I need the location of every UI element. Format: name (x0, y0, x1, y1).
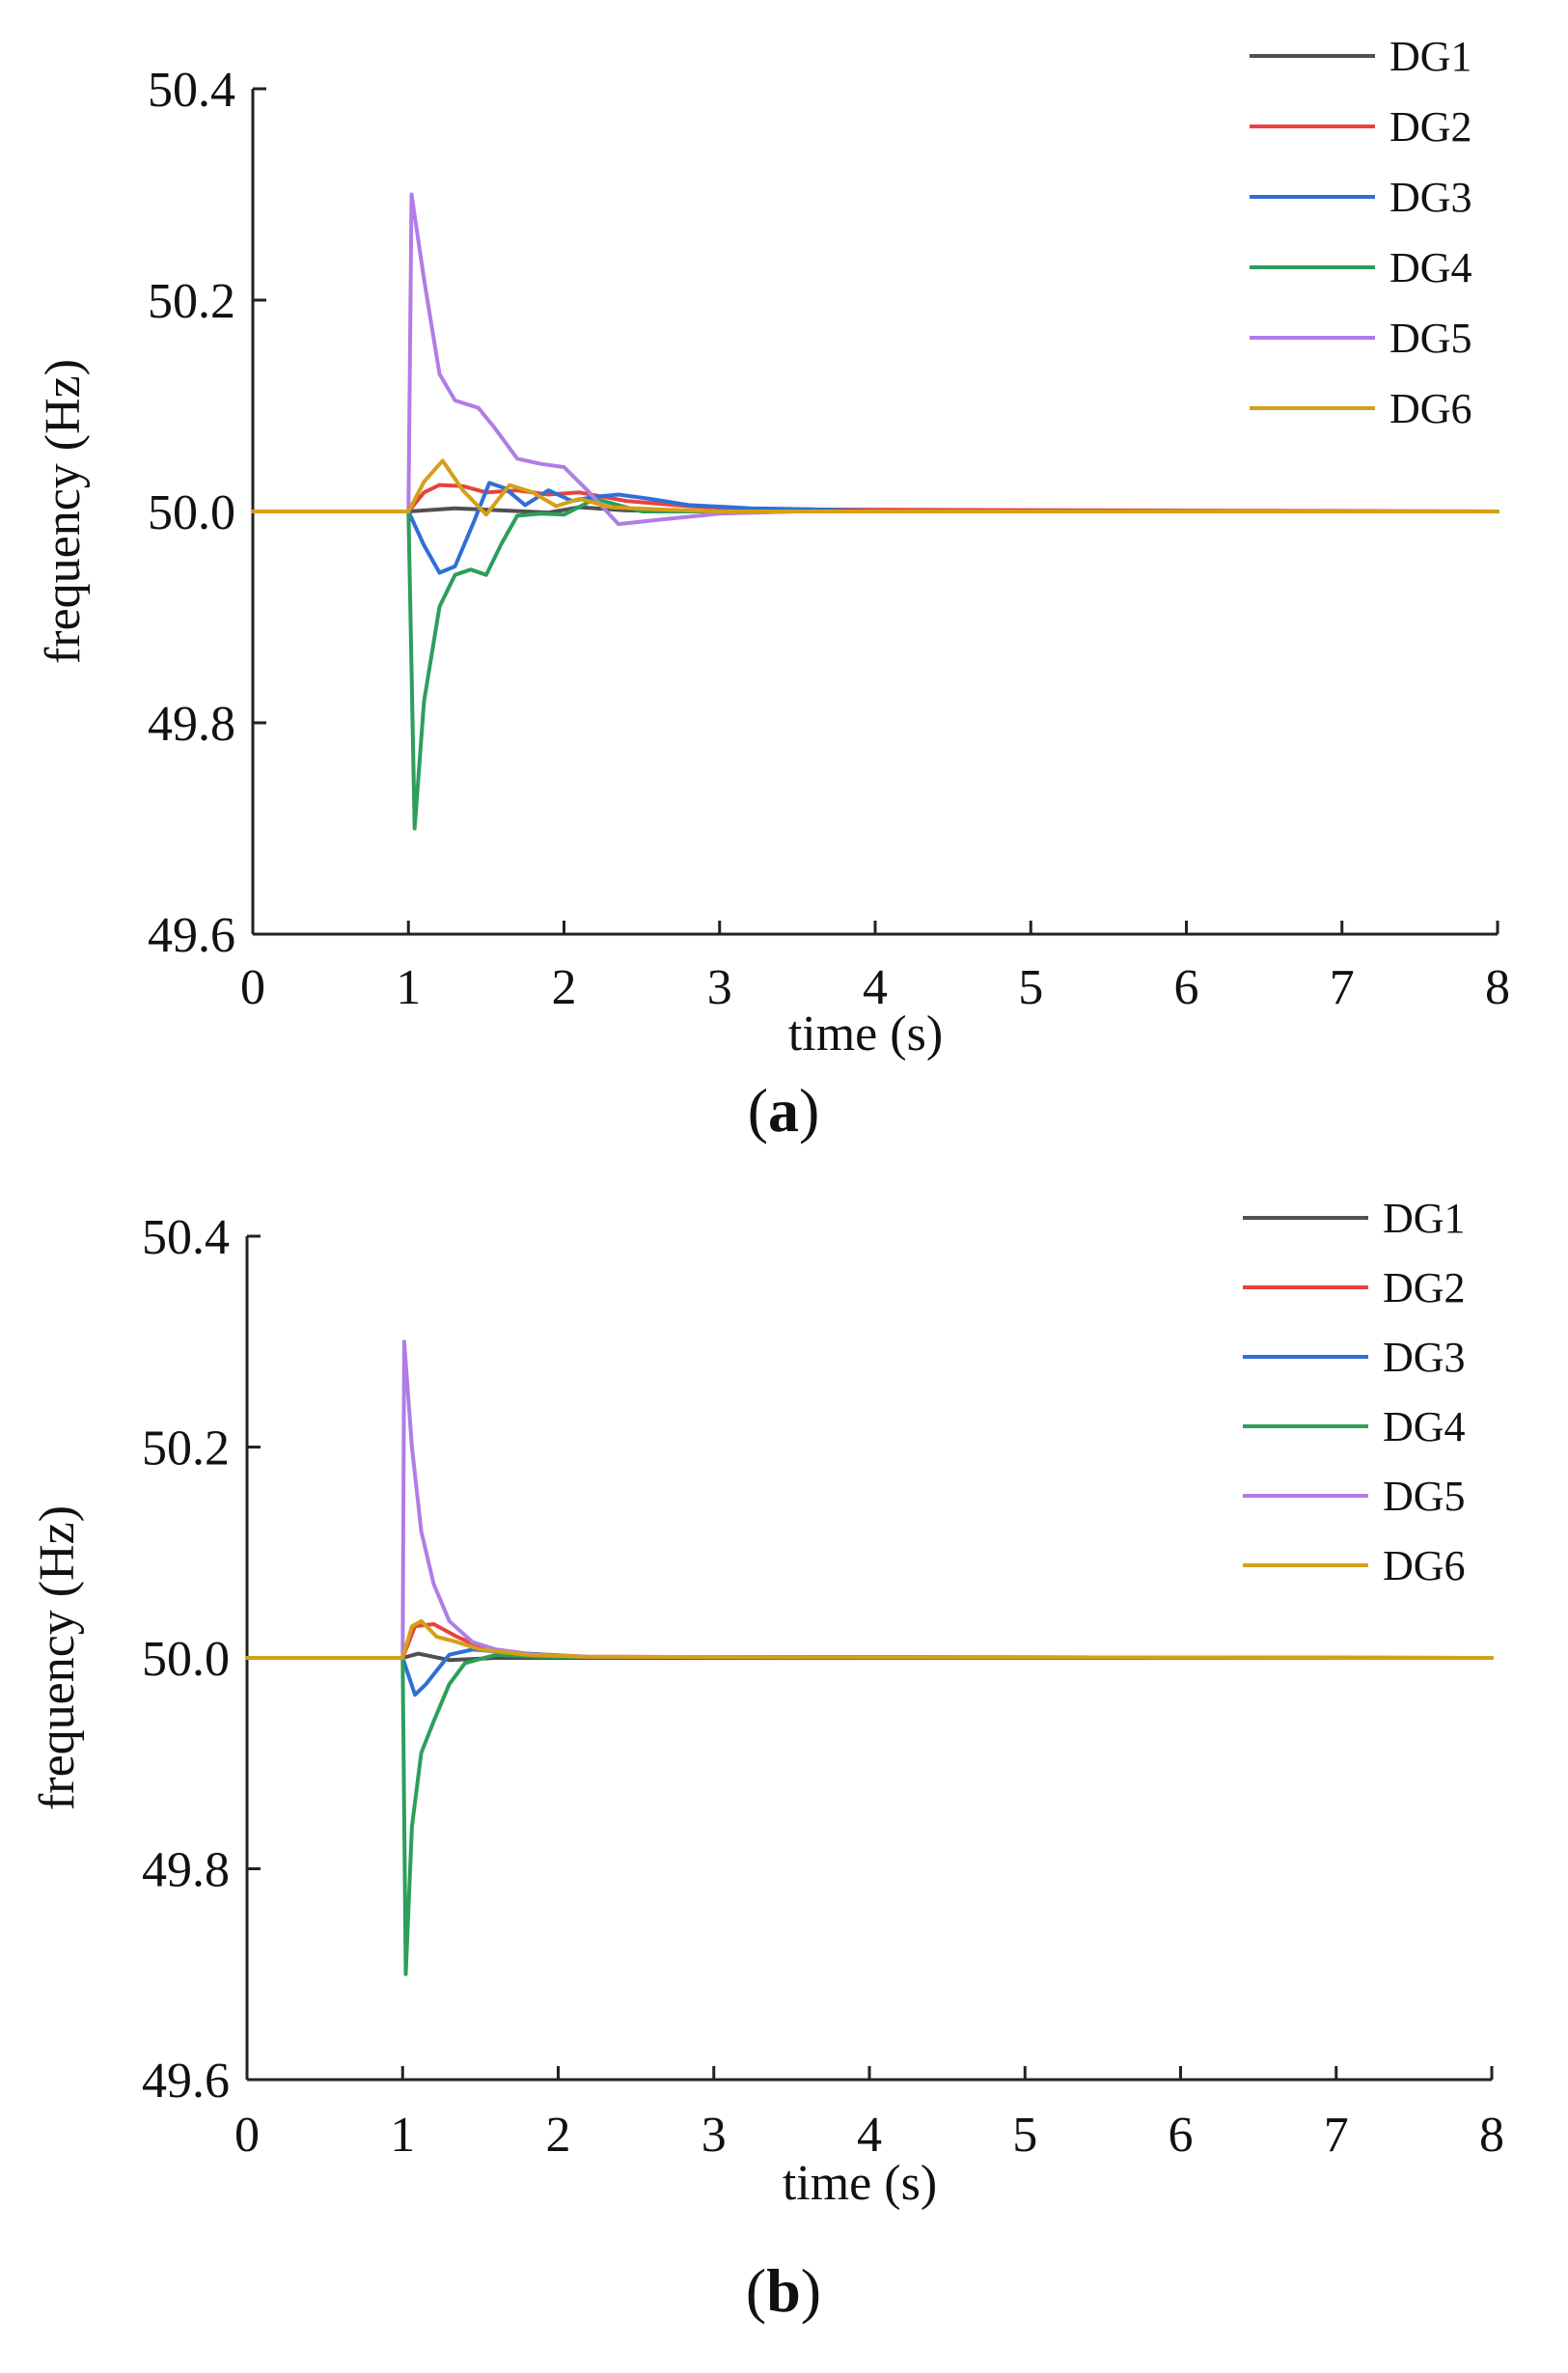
legend-label-dg4: DG4 (1389, 244, 1472, 291)
x-tick-label: 4 (863, 960, 888, 1015)
y-tick-label: 50.0 (142, 1632, 230, 1687)
series-line-dg6 (245, 1618, 1494, 1660)
series-line-dg4 (245, 1652, 1494, 1976)
y-tick-label: 49.6 (142, 2054, 230, 2109)
y-tick-label: 50.0 (148, 485, 235, 540)
x-tick-label: 8 (1485, 960, 1510, 1015)
x-tick-label: 7 (1324, 2108, 1349, 2163)
x-tick-label: 5 (1012, 2108, 1037, 2163)
y-tick-label: 50.2 (148, 274, 235, 329)
x-tick-label: 0 (240, 960, 265, 1015)
y-tick-label: 49.8 (142, 1843, 230, 1898)
legend-label-dg5: DG5 (1389, 315, 1472, 362)
x-tick-label: 4 (857, 2108, 882, 2163)
panel-label: (b) (746, 2256, 821, 2325)
x-tick-label: 2 (552, 960, 577, 1015)
y-axis-label: frequency (Hz) (36, 359, 91, 664)
x-tick-label: 6 (1174, 960, 1199, 1015)
figure-panel-b: 49.6 49.8 50.0 50.2 50.4 0 1 2 3 4 5 6 7 8 time (s) fre… (0, 1184, 1568, 2368)
legend-label-dg1: DG1 (1389, 33, 1472, 80)
x-tick-label: 5 (1018, 960, 1043, 1015)
y-tick-label: 49.8 (148, 697, 235, 752)
x-tick-label: 3 (701, 2108, 727, 2163)
x-axis-label: time (s) (788, 1007, 943, 1062)
panel-label: (a) (748, 1076, 820, 1145)
legend-label-dg4: DG4 (1383, 1403, 1466, 1450)
legend-label-dg3: DG3 (1383, 1334, 1466, 1381)
chart-a: 49.6 49.8 50.0 50.2 50.4 0 1 2 3 4 5 6 7 8 time (s) fre… (36, 33, 1510, 1145)
x-tick-label: 6 (1169, 2108, 1194, 2163)
legend-label-dg6: DG6 (1383, 1542, 1466, 1589)
legend-label-dg3: DG3 (1389, 174, 1472, 221)
y-tick-label: 50.4 (142, 1210, 230, 1265)
series-line-dg5 (245, 1339, 1494, 1660)
y-tick-label: 49.6 (148, 908, 235, 963)
legend-label-dg6: DG6 (1389, 385, 1472, 432)
y-tick-label: 50.4 (148, 63, 235, 118)
legend-label-dg2: DG2 (1383, 1264, 1466, 1311)
x-tick-label: 3 (707, 960, 732, 1015)
x-tick-label: 7 (1330, 960, 1355, 1015)
chart-b: 49.6 49.8 50.0 50.2 50.4 0 1 2 3 4 5 6 7 8 time (s) fre… (30, 1195, 1504, 2325)
figure-panel-a: 49.6 49.8 50.0 50.2 50.4 0 1 2 3 4 5 6 7 8 time (s) fre… (0, 0, 1568, 1184)
x-tick-label: 2 (546, 2108, 571, 2163)
x-tick-label: 1 (390, 2108, 415, 2163)
series-line-dg5 (251, 192, 1499, 527)
x-tick-label: 8 (1479, 2108, 1504, 2163)
legend-label-dg1: DG1 (1383, 1195, 1466, 1242)
y-axis-label: frequency (Hz) (30, 1505, 85, 1810)
series-line-dg6 (251, 458, 1499, 517)
legend-label-dg5: DG5 (1383, 1473, 1466, 1520)
x-tick-label: 0 (234, 2108, 260, 2163)
legend-label-dg2: DG2 (1389, 103, 1472, 151)
x-axis-label: time (s) (783, 2156, 937, 2211)
series-line-dg3 (251, 481, 1499, 575)
x-tick-label: 1 (396, 960, 421, 1015)
series-line-dg2 (245, 1622, 1494, 1660)
y-tick-label: 50.2 (142, 1421, 230, 1476)
series-line-dg4 (251, 496, 1499, 831)
